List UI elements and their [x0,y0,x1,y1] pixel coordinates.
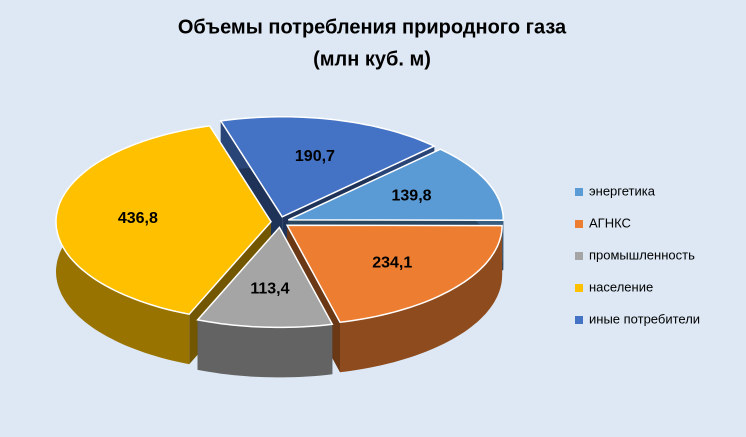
value-label: 436,8 [118,210,158,227]
chart-title: Объемы потребления природного газа [178,16,567,38]
legend-swatch [575,220,583,228]
value-labels: 139,8 234,1 113,4 436,8 190,7 [118,148,432,298]
legend-swatch [575,316,583,324]
slice [196,226,334,329]
value-label: 190,7 [295,148,335,165]
legend-label: АГНКС [589,215,631,230]
legend-swatch [575,188,583,196]
legend-label: промышленность [589,247,695,262]
value-label: 139,8 [392,188,432,205]
legend-label: энергетика [589,183,656,198]
slice-side [340,225,503,373]
slice [219,116,436,218]
legend: энергетика АГНКС промышленность население ин… [575,183,700,326]
slice [287,148,505,221]
pie-tops [55,116,505,329]
legend-label: население [589,279,653,294]
slice-side [197,319,333,378]
slice [285,224,503,324]
legend-label: иные потребители [589,311,700,326]
chart-subtitle: (млн куб. м) [313,48,431,70]
slice [55,125,272,316]
value-label: 113,4 [250,280,289,297]
legend-swatch [575,284,583,292]
legend-swatch [575,252,583,260]
value-label: 234,1 [372,255,412,272]
